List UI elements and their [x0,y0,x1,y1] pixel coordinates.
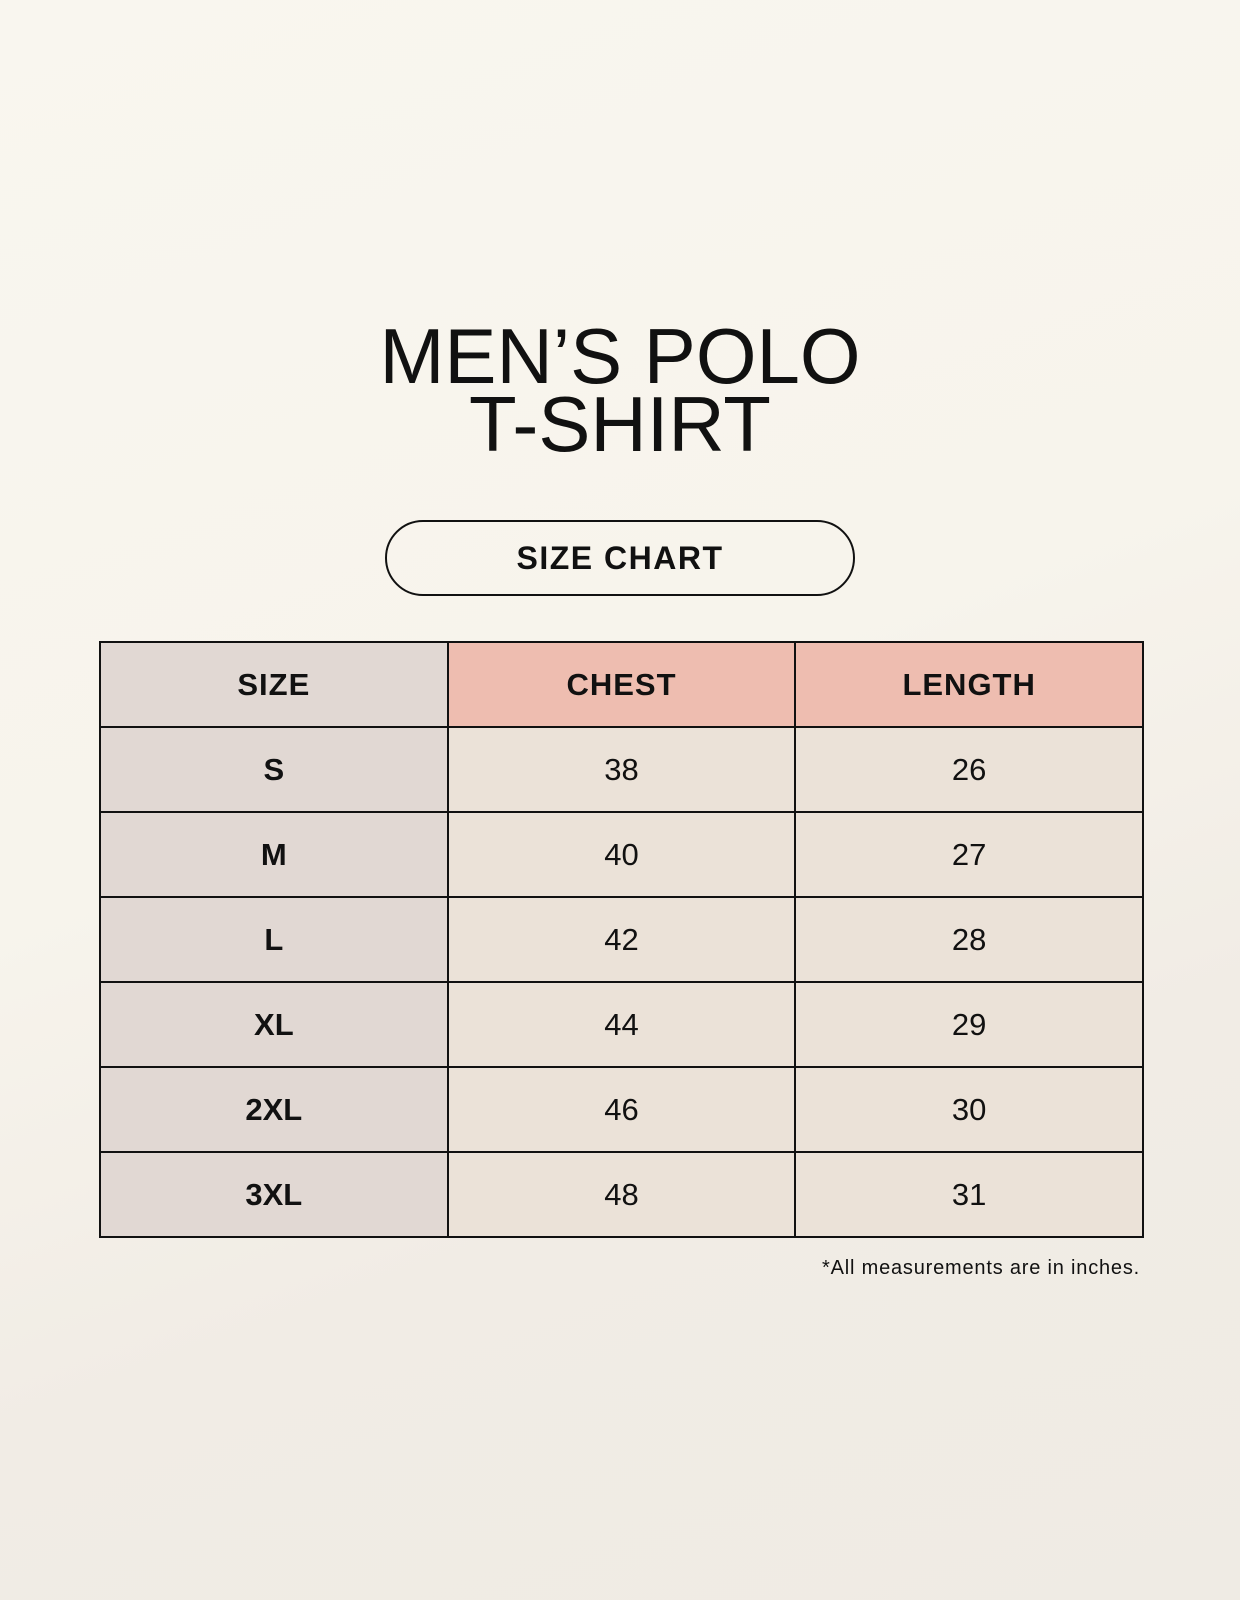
cell-size: M [99,811,449,898]
cell-length: 30 [794,1066,1144,1153]
cell-length: 29 [794,981,1144,1068]
cell-size: S [99,726,449,813]
page-title: MEN’S POLO T-SHIRT [0,312,1240,468]
header-length: LENGTH [794,641,1144,728]
table-row: L 42 28 [99,896,1144,983]
cell-length: 27 [794,811,1144,898]
table-row: XL 44 29 [99,981,1144,1068]
cell-chest: 38 [446,726,797,813]
size-table: SIZE CHEST LENGTH S 38 26 M 40 27 L 42 28 XL 44 29 2… [99,641,1144,1238]
cell-chest: 44 [446,981,797,1068]
cell-chest: 40 [446,811,797,898]
cell-chest: 46 [446,1066,797,1153]
cell-length: 31 [794,1151,1144,1238]
cell-length: 26 [794,726,1144,813]
table-row: M 40 27 [99,811,1144,898]
cell-size: 2XL [99,1066,449,1153]
cell-length: 28 [794,896,1144,983]
cell-chest: 42 [446,896,797,983]
table-row: S 38 26 [99,726,1144,813]
cell-chest: 48 [446,1151,797,1238]
table-row: 3XL 48 31 [99,1151,1144,1238]
size-chart-badge: SIZE CHART [385,520,855,596]
cell-size: 3XL [99,1151,449,1238]
title-line-1: MEN’S POLO [379,312,861,400]
cell-size: XL [99,981,449,1068]
table-header-row: SIZE CHEST LENGTH [99,641,1144,728]
header-size: SIZE [99,641,449,728]
title-line-2: T-SHIRT [469,380,771,468]
header-chest: CHEST [446,641,797,728]
table-row: 2XL 46 30 [99,1066,1144,1153]
footnote: *All measurements are in inches. [822,1257,1140,1279]
cell-size: L [99,896,449,983]
